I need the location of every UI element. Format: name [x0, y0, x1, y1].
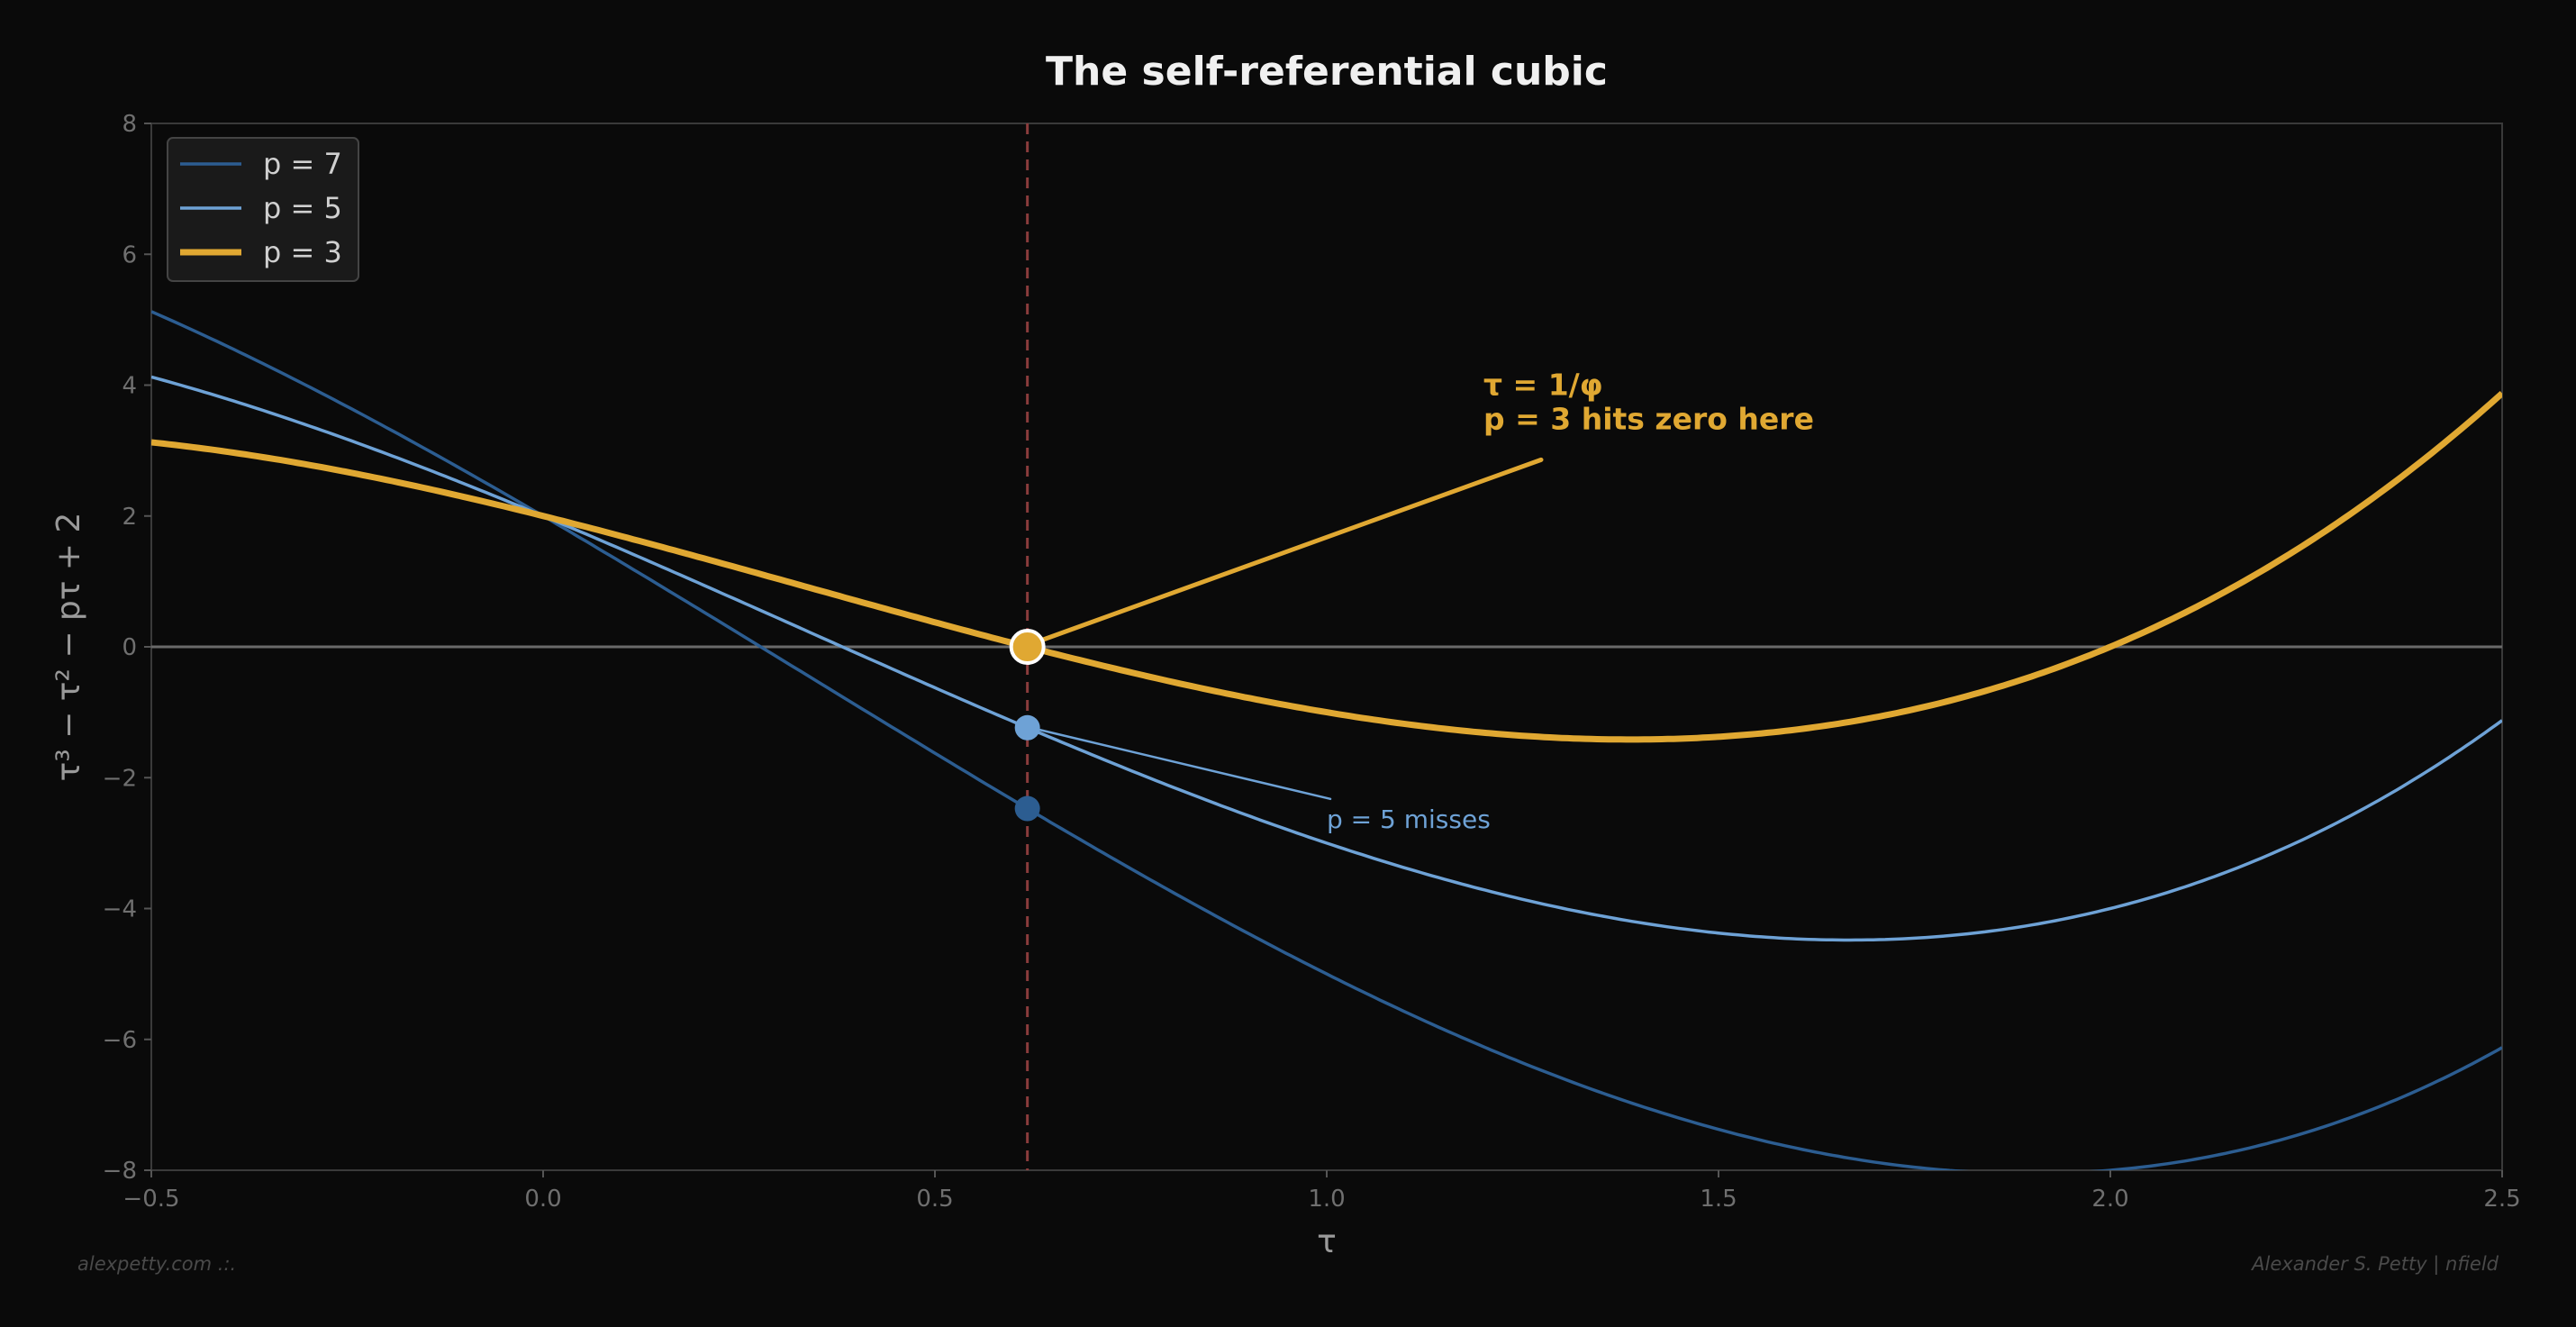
series-line-p3 [151, 390, 2502, 743]
x-tick-label: 2.0 [2091, 1186, 2128, 1213]
x-tick-label: 1.5 [1700, 1186, 1737, 1213]
y-tick-label: 0 [122, 634, 137, 661]
x-tick-label: −0.5 [122, 1186, 179, 1213]
footer-left: alexpetty.com .:. [77, 1253, 236, 1275]
y-tick-label: 4 [122, 373, 137, 400]
y-tick-label: 2 [122, 504, 137, 531]
annotation-text: p = 5 misses [1327, 804, 1491, 834]
y-tick-label: −2 [103, 765, 137, 792]
y-axis-label: τ³ − τ² − pτ + 2 [50, 513, 87, 782]
x-tick-label: 0.5 [916, 1186, 953, 1213]
legend: p = 7 p = 5 p = 3 [167, 137, 359, 282]
y-tick-label: −8 [103, 1158, 137, 1185]
y-tick-label: −6 [103, 1027, 137, 1054]
chart-title: The self-referential cubic [1046, 49, 1608, 95]
annotation-arrow [1037, 728, 1332, 801]
legend-box [167, 137, 359, 282]
x-tick-label: 0.0 [524, 1186, 561, 1213]
footer-right: Alexander S. Petty | nfield [2250, 1253, 2499, 1276]
y-tick-label: 8 [122, 111, 137, 138]
annotation-arrow [1036, 457, 1544, 644]
x-tick-label: 1.0 [1308, 1186, 1345, 1213]
marker-point [1009, 629, 1046, 665]
annotation-text: τ = 1/φ [1483, 367, 1603, 402]
y-tick-label: −4 [103, 896, 137, 923]
x-tick-label: 2.5 [2483, 1186, 2520, 1213]
marker-point [1014, 714, 1040, 741]
annotation-text: p = 3 hits zero here [1483, 401, 1814, 436]
legend-label: p = 5 [263, 191, 342, 225]
legend-label: p = 7 [263, 147, 342, 181]
legend-label: p = 3 [263, 235, 342, 269]
marker-point [1014, 795, 1040, 822]
x-axis-label: τ [1317, 1223, 1337, 1260]
y-tick-label: 6 [122, 241, 137, 268]
